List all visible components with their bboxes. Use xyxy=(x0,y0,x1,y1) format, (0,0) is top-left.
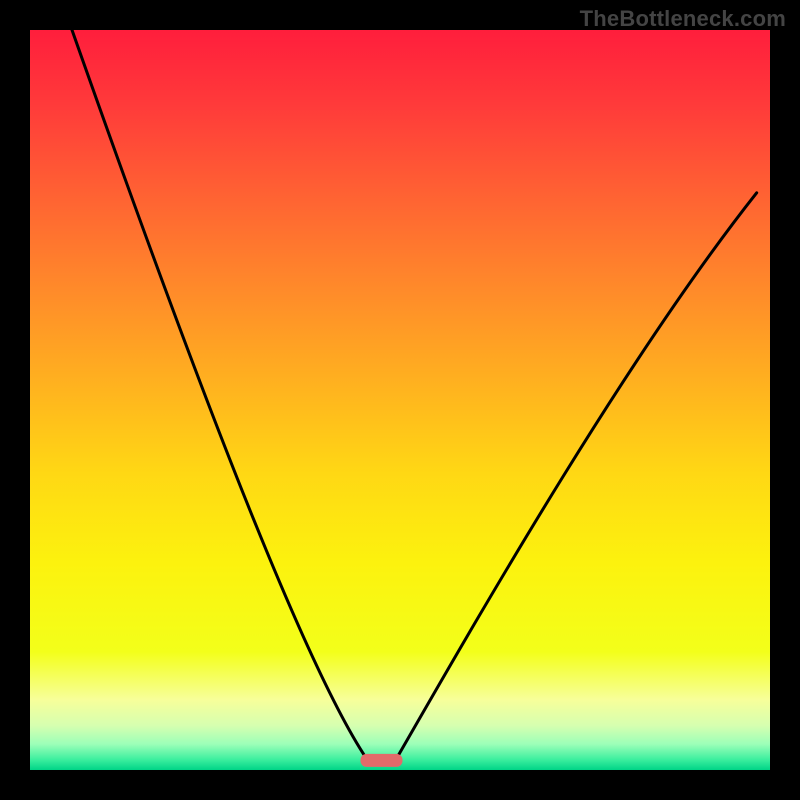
bottleneck-chart-svg xyxy=(0,0,800,800)
gradient-background xyxy=(30,30,770,770)
optimal-marker xyxy=(361,754,403,767)
watermark-text: TheBottleneck.com xyxy=(580,6,786,32)
chart-container: TheBottleneck.com xyxy=(0,0,800,800)
